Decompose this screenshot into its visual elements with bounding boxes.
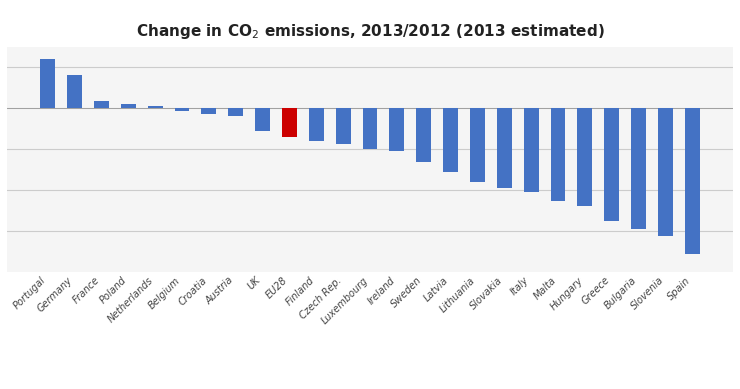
Bar [363, 108, 377, 149]
Bar [470, 108, 485, 182]
Bar [282, 108, 297, 137]
Bar [389, 108, 404, 151]
Bar [175, 108, 189, 111]
Title: Change in CO$_2$ emissions, 2013/2012 (2013 estimated): Change in CO$_2$ emissions, 2013/2012 (2… [135, 21, 605, 40]
Bar [67, 75, 82, 108]
Bar [148, 106, 163, 108]
Bar [255, 108, 270, 131]
Bar [605, 108, 619, 221]
Bar [524, 108, 539, 192]
Bar [551, 108, 565, 200]
Bar [684, 108, 699, 254]
Bar [631, 108, 646, 229]
Bar [417, 108, 431, 161]
Bar [443, 108, 458, 172]
Bar [41, 59, 56, 108]
Bar [201, 108, 216, 114]
Bar [497, 108, 511, 188]
Bar [577, 108, 592, 206]
Bar [94, 101, 109, 108]
Bar [121, 104, 135, 108]
Bar [229, 108, 243, 116]
Bar [309, 108, 323, 141]
Bar [658, 108, 673, 237]
Bar [336, 108, 351, 144]
